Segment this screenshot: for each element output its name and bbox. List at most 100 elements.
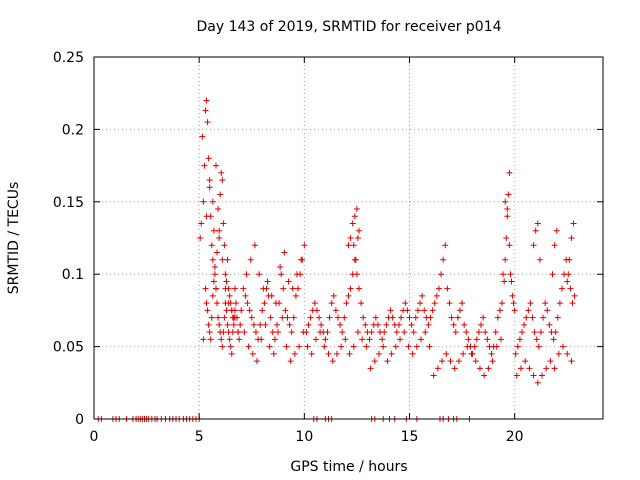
x-tick-label: 10 — [295, 429, 313, 445]
data-point — [499, 300, 506, 307]
data-point — [526, 365, 533, 372]
data-point — [296, 343, 303, 350]
data-point — [431, 300, 438, 307]
data-point — [542, 300, 549, 307]
data-point — [383, 321, 390, 328]
data-point — [566, 256, 573, 263]
data-point — [329, 358, 336, 365]
data-point — [227, 343, 234, 350]
data-point — [216, 235, 223, 241]
data-point — [249, 350, 256, 357]
data-point — [326, 314, 333, 321]
data-point — [440, 256, 447, 263]
data-point — [356, 285, 363, 292]
data-point — [208, 242, 215, 249]
data-point — [374, 321, 381, 328]
data-point — [409, 350, 416, 357]
data-point — [554, 314, 561, 321]
data-point — [210, 278, 217, 285]
y-tick-label: 0.25 — [53, 50, 84, 66]
data-point — [203, 97, 210, 104]
data-point — [392, 343, 399, 350]
data-point — [405, 343, 412, 350]
data-point — [371, 358, 378, 365]
data-point — [321, 343, 328, 350]
data-point — [452, 329, 459, 336]
data-point — [275, 329, 282, 336]
data-point — [199, 133, 206, 140]
data-point — [240, 285, 247, 292]
data-point — [242, 292, 249, 299]
data-point — [511, 307, 518, 314]
data-point — [221, 314, 228, 321]
data-point — [535, 343, 542, 350]
data-point — [402, 300, 409, 307]
data-point — [372, 314, 379, 321]
data-point — [455, 358, 462, 365]
data-point — [305, 321, 312, 328]
data-point — [505, 191, 512, 198]
data-point — [312, 336, 319, 343]
data-point — [264, 278, 271, 285]
data-point — [544, 307, 551, 314]
data-point — [200, 198, 207, 205]
data-point — [316, 314, 323, 321]
x-tick-label: 15 — [401, 429, 419, 445]
data-point — [480, 314, 487, 321]
data-point — [418, 336, 425, 343]
data-point — [354, 235, 361, 241]
data-point — [218, 336, 225, 343]
data-point — [247, 256, 254, 263]
data-point — [475, 329, 482, 336]
data-point — [209, 256, 216, 263]
x-tick-label: 5 — [195, 429, 204, 445]
data-point — [206, 329, 213, 336]
data-point — [481, 372, 488, 379]
data-point — [525, 307, 532, 314]
data-point — [558, 285, 565, 292]
data-point — [350, 242, 357, 249]
data-point — [252, 329, 259, 336]
data-point — [359, 336, 366, 343]
data-point — [261, 300, 268, 307]
data-point — [228, 307, 235, 314]
data-point — [258, 336, 265, 343]
data-point — [435, 285, 442, 292]
data-point — [267, 314, 274, 321]
data-point — [352, 256, 359, 263]
y-tick-label: 0.1 — [62, 267, 84, 283]
data-point — [401, 329, 408, 336]
data-point — [485, 365, 492, 372]
data-point — [271, 336, 278, 343]
data-point — [298, 256, 305, 263]
data-point — [219, 343, 226, 350]
data-point — [198, 220, 205, 227]
data-point — [534, 220, 541, 227]
data-point — [522, 358, 529, 365]
data-point — [482, 329, 489, 336]
data-point — [351, 213, 358, 220]
data-point — [379, 336, 386, 343]
data-point — [507, 271, 514, 278]
data-point — [565, 271, 572, 278]
data-point — [301, 242, 308, 249]
data-point — [220, 329, 227, 336]
data-point — [256, 271, 263, 278]
y-tick-label: 0 — [75, 412, 84, 428]
data-point — [531, 329, 538, 336]
data-point — [512, 350, 519, 357]
data-point — [337, 321, 344, 328]
x-tick-label: 0 — [90, 429, 99, 445]
data-point — [509, 292, 516, 299]
data-point — [241, 329, 248, 336]
data-point — [229, 329, 236, 336]
data-point — [206, 184, 213, 191]
data-point — [228, 350, 235, 357]
data-point — [272, 300, 279, 307]
data-point — [324, 329, 331, 336]
data-point — [501, 278, 508, 285]
data-point — [571, 292, 578, 299]
data-point — [414, 307, 421, 314]
data-point — [398, 314, 405, 321]
data-point — [508, 278, 515, 285]
